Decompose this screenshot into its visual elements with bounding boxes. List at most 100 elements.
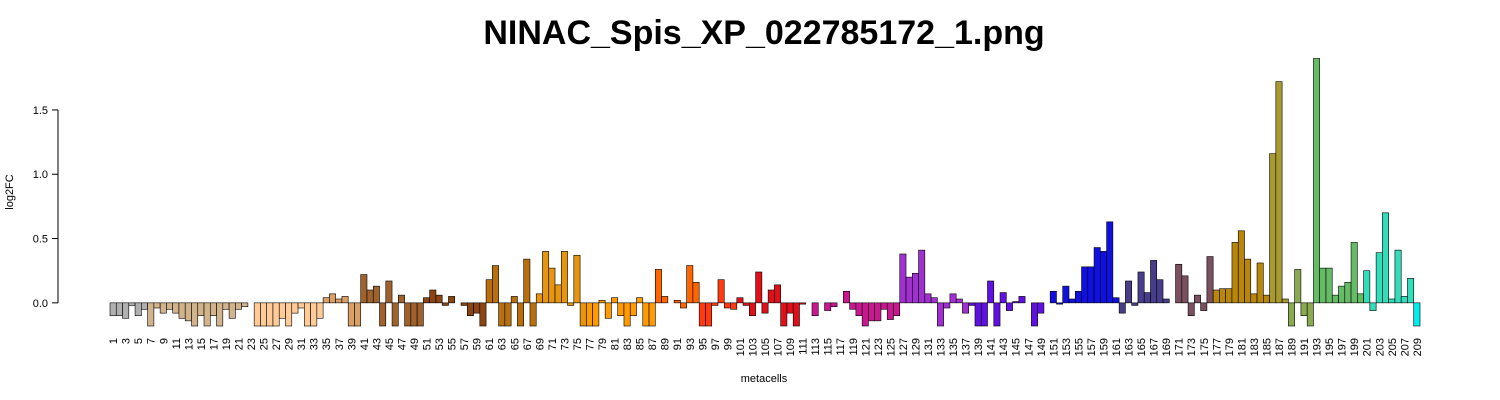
x-tick-label: 87 — [647, 338, 659, 350]
bar — [1156, 279, 1164, 304]
bar — [1150, 260, 1158, 304]
x-tick-label: 125 — [885, 338, 897, 356]
bar — [504, 302, 512, 327]
bar — [1281, 298, 1289, 304]
bar — [159, 302, 167, 314]
bar — [1288, 302, 1295, 327]
bar — [1206, 256, 1214, 304]
bar — [448, 296, 456, 304]
bar — [868, 302, 875, 322]
bar — [554, 284, 562, 304]
x-tick-label: 129 — [910, 338, 922, 356]
x-tick-label: 137 — [961, 338, 973, 356]
x-tick-label: 93 — [685, 338, 697, 350]
x-tick-label: 41 — [359, 338, 371, 350]
x-tick-label: 121 — [860, 338, 872, 356]
bar — [517, 302, 524, 327]
x-tick-label: 35 — [321, 338, 333, 350]
x-tick-label: 173 — [1186, 338, 1198, 356]
x-tick-label: 21 — [233, 338, 245, 350]
x-tick-label: 57 — [459, 338, 471, 350]
bar — [661, 296, 669, 304]
x-tick-label: 95 — [697, 338, 709, 350]
y-tick-label: 0.0 — [33, 298, 48, 310]
x-tick-label: 201 — [1362, 338, 1374, 356]
bar — [855, 302, 863, 317]
bar — [686, 265, 694, 304]
bar — [698, 302, 706, 327]
bar — [1074, 290, 1082, 304]
x-tick-label: 159 — [1098, 338, 1110, 356]
bar — [529, 302, 537, 327]
bar — [993, 302, 1001, 327]
bar — [717, 279, 725, 304]
x-tick-label: 151 — [1048, 338, 1060, 356]
y-axis-label: log2FC — [4, 174, 16, 210]
bar — [999, 292, 1007, 304]
bar — [398, 294, 405, 304]
bar — [1212, 289, 1220, 304]
x-tick-label: 23 — [246, 338, 258, 350]
bar — [968, 302, 976, 306]
x-tick-label: 103 — [747, 338, 759, 356]
bar — [924, 293, 932, 304]
x-tick-label: 143 — [998, 338, 1010, 356]
x-tick-label: 109 — [785, 338, 797, 356]
x-tick-label: 107 — [773, 338, 785, 356]
bar — [1106, 221, 1114, 304]
bar — [366, 289, 374, 304]
bar — [416, 302, 424, 327]
bar — [1294, 269, 1302, 304]
x-tick-label: 47 — [396, 338, 408, 350]
bar — [391, 302, 399, 327]
x-tick-label: 115 — [823, 338, 835, 356]
bar — [141, 302, 148, 310]
bar — [1018, 296, 1026, 304]
bar — [360, 274, 368, 304]
bar — [404, 302, 412, 327]
bar — [780, 302, 788, 327]
bar — [1056, 302, 1064, 305]
x-tick-label: 51 — [422, 338, 434, 350]
x-tick-label: 165 — [1136, 338, 1148, 356]
x-tick-label: 157 — [1086, 338, 1098, 356]
bar — [617, 302, 625, 317]
bar — [648, 302, 656, 327]
bar — [742, 302, 750, 306]
bar — [329, 293, 336, 304]
x-tick-label: 1 — [108, 338, 120, 344]
bar — [1325, 267, 1333, 304]
bar — [1137, 271, 1145, 304]
bar — [830, 302, 838, 308]
bar — [767, 289, 775, 304]
x-tick-label: 19 — [221, 338, 233, 350]
bar — [680, 302, 687, 309]
x-tick-label: 43 — [371, 338, 383, 350]
bar — [228, 302, 236, 319]
bar — [473, 302, 481, 314]
bar — [642, 302, 650, 327]
bar — [1306, 302, 1314, 327]
x-tick-label: 185 — [1261, 338, 1273, 356]
x-tick-label: 29 — [284, 338, 296, 350]
bar — [749, 302, 756, 317]
bar — [792, 302, 800, 327]
bar — [166, 302, 173, 310]
bar — [962, 302, 970, 314]
bar — [579, 302, 587, 327]
bar — [203, 302, 211, 327]
bar — [260, 302, 267, 327]
bar — [178, 302, 186, 319]
x-tick-label: 111 — [798, 338, 810, 355]
x-tick-label: 69 — [534, 338, 546, 350]
x-tick-label: 153 — [1061, 338, 1073, 356]
x-tick-label: 71 — [547, 338, 559, 350]
bar — [673, 299, 681, 304]
x-tick-label: 199 — [1349, 338, 1361, 356]
bar — [1407, 278, 1415, 304]
bar — [498, 302, 506, 327]
bar — [911, 272, 919, 304]
x-tick-label: 13 — [183, 338, 195, 350]
x-tick-label: 149 — [1036, 338, 1048, 356]
x-tick-label: 195 — [1324, 338, 1336, 356]
